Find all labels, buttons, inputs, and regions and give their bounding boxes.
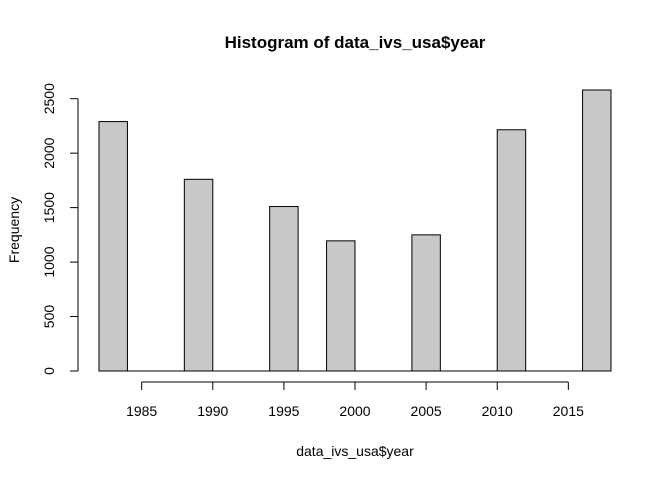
x-tick-label: 2005 — [411, 403, 442, 419]
histogram-bar-11 — [411, 234, 441, 372]
histogram-bar-6 — [269, 206, 299, 372]
histogram-bar-8 — [326, 240, 356, 372]
histogram-bar-0 — [98, 121, 128, 372]
x-axis-label: data_ivs_usa$year — [296, 443, 414, 459]
x-tick-label: 1990 — [197, 403, 228, 419]
x-axis: 1985 1990 1995 2000 2005 2010 2015 — [126, 381, 584, 419]
y-tick-label: 2500 — [41, 83, 57, 114]
y-axis: 0 500 1000 1500 2000 2500 — [41, 83, 79, 375]
chart-title: Histogram of data_ivs_usa$year — [225, 33, 486, 52]
y-tick-label: 1000 — [41, 246, 57, 277]
x-tick-label: 2015 — [553, 403, 584, 419]
histogram-bar-17 — [582, 89, 612, 372]
y-tick-label: 0 — [41, 367, 57, 375]
x-tick-label: 2010 — [482, 403, 513, 419]
y-tick-label: 2000 — [41, 137, 57, 168]
x-tick-label: 1995 — [268, 403, 299, 419]
histogram-bar-14 — [496, 129, 527, 372]
x-tick-label: 2000 — [339, 403, 370, 419]
y-tick-label: 500 — [41, 305, 57, 329]
histogram-bar-3 — [183, 178, 214, 372]
y-tick-label: 1500 — [41, 192, 57, 223]
x-tick-label: 1985 — [126, 403, 157, 419]
bars-group — [98, 89, 612, 372]
y-axis-label: Frequency — [6, 197, 22, 263]
